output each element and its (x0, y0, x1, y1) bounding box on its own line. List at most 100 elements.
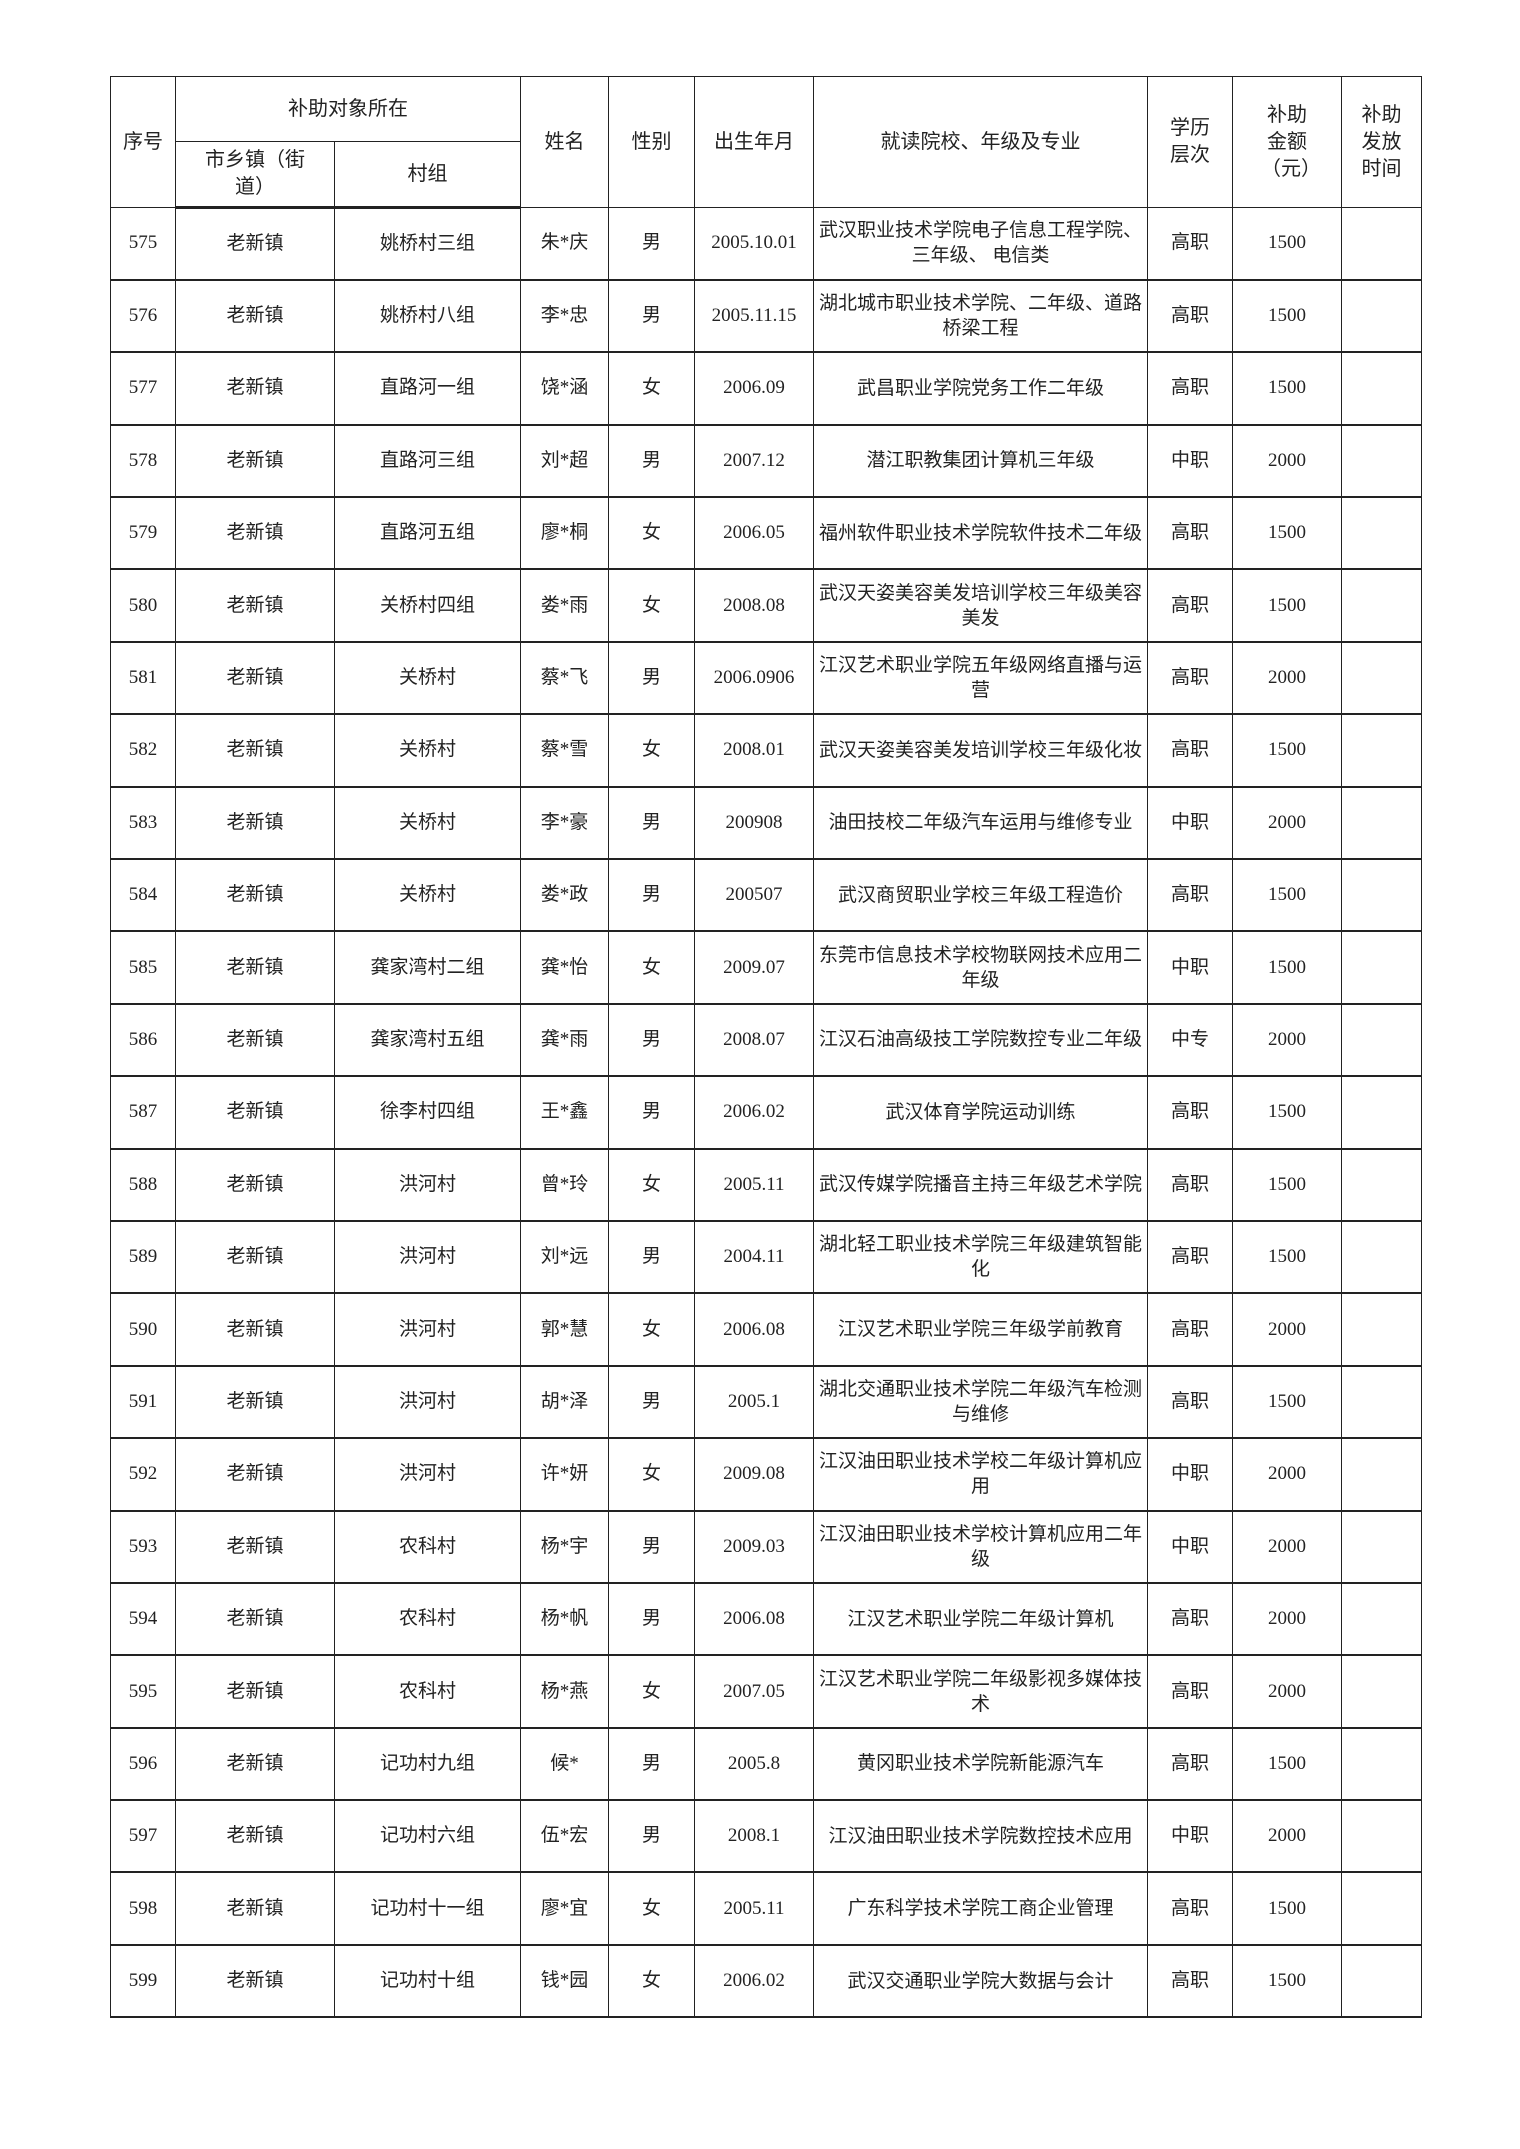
cell-date (1341, 351, 1422, 426)
table-row: 592 老新镇 洪河村 许*妍女 2009.08 江汉油田职业技术学校二年级计算机应用 中职… (110, 1437, 1422, 1512)
cell-date (1341, 858, 1422, 933)
cell-amount: 1500 (1232, 496, 1342, 571)
cell-birth: 2008.07 (694, 1003, 814, 1078)
cell-amount: 1500 (1232, 713, 1342, 788)
cell-name: 龚*怡 (520, 930, 609, 1005)
cell-amount: 1500 (1232, 1727, 1342, 1802)
cell-school: 湖北城市职业技术学院、二年级、道路桥梁工程 (813, 279, 1148, 354)
cell-gender: 男 (608, 858, 695, 933)
cell-gender: 男 (608, 424, 695, 499)
table-row: 589 老新镇 洪河村 刘*远男 2004.11 湖北轻工职业技术学院三年级建筑智能化 高职… (110, 1220, 1422, 1295)
cell-date (1341, 1220, 1422, 1295)
cell-gender: 男 (608, 1075, 695, 1150)
table-row: 591 老新镇 洪河村 胡*泽男 2005.1 湖北交通职业技术学院二年级汽车检测与维修高… (110, 1365, 1422, 1440)
cell-date (1341, 1727, 1422, 1802)
cell-date (1341, 1365, 1422, 1440)
cell-town: 老新镇 (175, 1654, 335, 1729)
cell-index: 578 (110, 424, 176, 499)
cell-gender: 男 (608, 1220, 695, 1295)
cell-level: 高职 (1147, 1148, 1233, 1222)
cell-amount: 1500 (1232, 351, 1342, 426)
cell-village: 龚家湾村五组 (334, 1003, 521, 1078)
cell-date (1341, 930, 1422, 1005)
cell-level: 高职 (1147, 1365, 1233, 1440)
table-row: 599 老新镇 记功村十组 钱*园女 2006.02 武汉交通职业学院大数据与会计 高职 15… (110, 1944, 1422, 2019)
cell-village: 农科村 (334, 1510, 521, 1584)
cell-amount: 1500 (1232, 1944, 1342, 2019)
cell-village: 关桥村 (334, 713, 521, 788)
cell-town: 老新镇 (175, 1510, 335, 1584)
cell-town: 老新镇 (175, 1871, 335, 1946)
cell-name: 杨*帆 (520, 1582, 609, 1657)
cell-school: 武昌职业学院党务工作二年级 (813, 351, 1148, 426)
cell-gender: 女 (608, 930, 695, 1005)
cell-gender: 男 (608, 1582, 695, 1657)
cell-school: 油田技校二年级汽车运用与维修专业 (813, 786, 1148, 861)
cell-village: 姚桥村八组 (334, 279, 521, 354)
cell-school: 黄冈职业技术学院新能源汽车 (813, 1727, 1148, 1802)
cell-index: 596 (110, 1727, 176, 1802)
table-row: 590 老新镇 洪河村 郭*慧女 2006.08 江汉艺术职业学院三年级学前教育 高职 200… (110, 1292, 1422, 1367)
cell-gender: 男 (608, 1727, 695, 1802)
cell-birth: 200908 (694, 786, 814, 861)
cell-town: 老新镇 (175, 1292, 335, 1367)
cell-town: 老新镇 (175, 496, 335, 571)
header-gender: 性别 (608, 76, 695, 208)
cell-level: 高职 (1147, 1654, 1233, 1729)
cell-index: 584 (110, 858, 176, 933)
cell-town: 老新镇 (175, 641, 335, 716)
cell-level: 中职 (1147, 1510, 1233, 1584)
cell-name: 刘*远 (520, 1220, 609, 1295)
cell-birth: 2006.0906 (694, 641, 814, 716)
cell-gender: 男 (608, 206, 695, 281)
cell-town: 老新镇 (175, 858, 335, 933)
cell-name: 杨*燕 (520, 1654, 609, 1729)
cell-index: 595 (110, 1654, 176, 1729)
cell-school: 江汉艺术职业学院二年级计算机 (813, 1582, 1148, 1657)
cell-name: 许*妍 (520, 1437, 609, 1512)
cell-date (1341, 206, 1422, 281)
cell-town: 老新镇 (175, 1799, 335, 1874)
cell-amount: 1500 (1232, 1365, 1342, 1440)
header-level: 学历层次 (1147, 76, 1233, 208)
cell-gender: 男 (608, 1799, 695, 1874)
cell-name: 蔡*飞 (520, 641, 609, 716)
cell-village: 关桥村 (334, 786, 521, 861)
cell-amount: 1500 (1232, 206, 1342, 281)
cell-amount: 1500 (1232, 1075, 1342, 1150)
table-row: 598 老新镇 记功村十一组 廖*宜女 2005.11 广东科学技术学院工商企业管理 高职 1… (110, 1871, 1422, 1946)
cell-town: 老新镇 (175, 1220, 335, 1295)
cell-index: 580 (110, 568, 176, 643)
cell-village: 龚家湾村二组 (334, 930, 521, 1005)
cell-village: 记功村十一组 (334, 1871, 521, 1946)
cell-birth: 2005.11 (694, 1148, 814, 1222)
cell-name: 饶*涵 (520, 351, 609, 426)
subsidy-table: 序号 补助对象所在 姓名 性别 出生年月 就读院校、年级及专业 学历层次 补助金… (110, 76, 1422, 2019)
cell-birth: 2005.8 (694, 1727, 814, 1802)
table-row: 597 老新镇 记功村六组 伍*宏男 2008.1 江汉油田职业技术学院数控技术应用 中职 2… (110, 1799, 1422, 1874)
cell-amount: 2000 (1232, 1510, 1342, 1584)
cell-level: 高职 (1147, 1220, 1233, 1295)
cell-town: 老新镇 (175, 568, 335, 643)
cell-town: 老新镇 (175, 1437, 335, 1512)
cell-level: 中职 (1147, 424, 1233, 499)
table-row: 587 老新镇 徐李村四组 王*鑫男 2006.02 武汉体育学院运动训练 高职 1500 (110, 1075, 1422, 1150)
cell-name: 杨*宇 (520, 1510, 609, 1584)
table-row: 581 老新镇 关桥村 蔡*飞男 2006.0906 江汉艺术职业学院五年级网络直播与运营… (110, 641, 1422, 716)
cell-birth: 2009.07 (694, 930, 814, 1005)
cell-gender: 女 (608, 713, 695, 788)
cell-gender: 女 (608, 1871, 695, 1946)
cell-name: 龚*雨 (520, 1003, 609, 1078)
cell-level: 高职 (1147, 641, 1233, 716)
cell-birth: 2005.11 (694, 1871, 814, 1946)
cell-amount: 1500 (1232, 1220, 1342, 1295)
cell-village: 洪河村 (334, 1148, 521, 1222)
cell-school: 武汉交通职业学院大数据与会计 (813, 1944, 1148, 2019)
cell-level: 中专 (1147, 1003, 1233, 1078)
cell-level: 中职 (1147, 786, 1233, 861)
cell-birth: 2008.08 (694, 568, 814, 643)
cell-town: 老新镇 (175, 930, 335, 1005)
cell-village: 直路河一组 (334, 351, 521, 426)
cell-index: 589 (110, 1220, 176, 1295)
cell-level: 高职 (1147, 351, 1233, 426)
